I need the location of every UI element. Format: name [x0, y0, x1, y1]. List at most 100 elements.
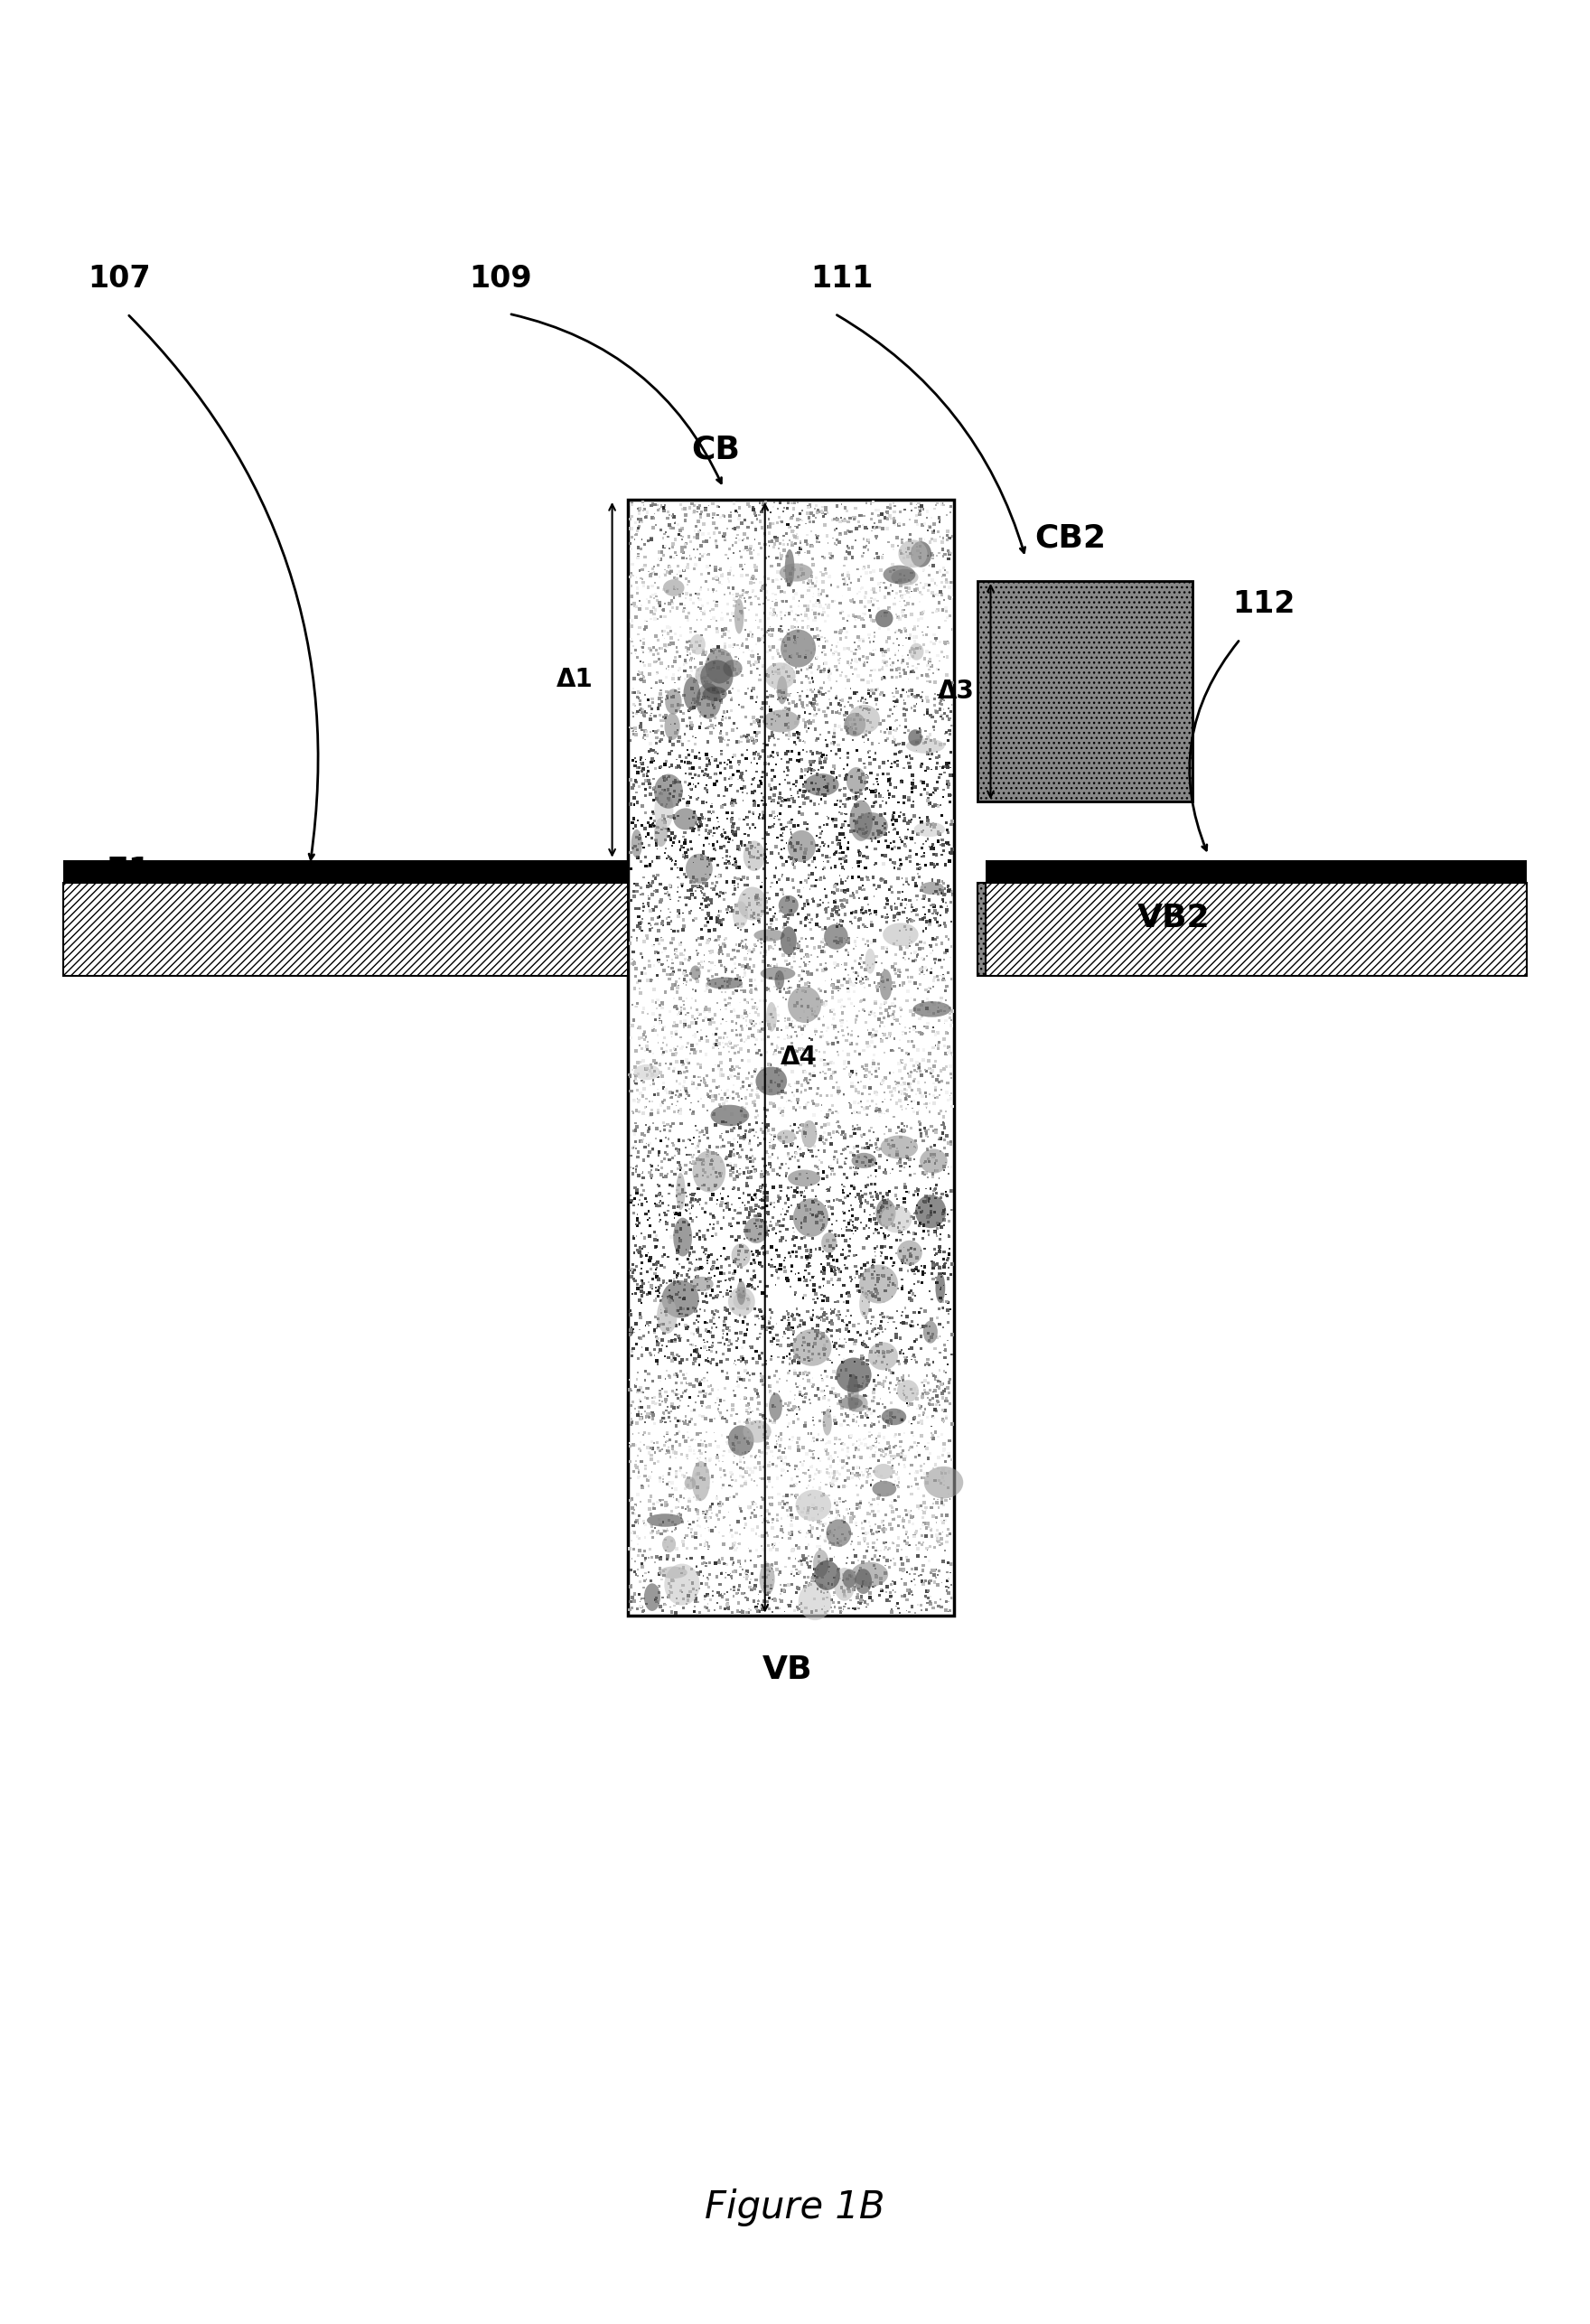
Point — [754, 813, 779, 851]
Point — [860, 1181, 886, 1218]
Point — [735, 1355, 760, 1392]
Point — [735, 1213, 760, 1250]
Point — [636, 681, 661, 718]
Point — [875, 495, 900, 532]
Point — [820, 1043, 846, 1081]
Point — [890, 1304, 916, 1341]
Point — [620, 607, 646, 644]
Point — [774, 946, 800, 983]
Point — [746, 1078, 771, 1116]
Point — [681, 1032, 706, 1069]
Point — [809, 1592, 835, 1629]
Point — [660, 951, 685, 988]
Point — [687, 927, 712, 964]
Point — [937, 535, 962, 572]
Point — [809, 1290, 835, 1327]
Point — [937, 1422, 962, 1459]
Point — [921, 1357, 946, 1394]
Point — [902, 1562, 927, 1599]
Point — [838, 1176, 863, 1213]
Point — [733, 1353, 758, 1390]
Point — [649, 904, 674, 941]
Point — [811, 1255, 836, 1292]
Point — [827, 858, 852, 895]
Point — [937, 579, 962, 616]
Point — [803, 1116, 828, 1153]
Point — [862, 509, 887, 546]
Point — [873, 1497, 898, 1534]
Point — [644, 906, 669, 944]
Point — [657, 509, 682, 546]
Point — [881, 1541, 906, 1578]
Point — [720, 1529, 746, 1566]
Point — [760, 665, 785, 702]
Point — [889, 1076, 914, 1113]
Point — [631, 1562, 657, 1599]
Point — [819, 1148, 844, 1185]
Point — [890, 1292, 916, 1329]
Point — [749, 1334, 774, 1371]
Point — [639, 1452, 665, 1490]
Point — [623, 1206, 649, 1243]
Point — [830, 1192, 855, 1229]
Point — [779, 525, 805, 562]
Point — [843, 1343, 868, 1380]
Point — [695, 1499, 720, 1536]
Point — [770, 1571, 795, 1608]
Point — [649, 683, 674, 720]
Point — [882, 1267, 908, 1304]
Point — [795, 495, 820, 532]
Point — [921, 830, 946, 867]
Point — [743, 1450, 768, 1487]
Point — [698, 595, 723, 632]
Point — [871, 1257, 897, 1294]
Point — [857, 616, 882, 653]
Point — [832, 502, 857, 539]
Point — [679, 830, 704, 867]
Point — [908, 539, 933, 576]
Point — [784, 1476, 809, 1513]
Point — [812, 860, 838, 897]
Point — [657, 1304, 682, 1341]
Point — [879, 948, 905, 985]
Point — [641, 1397, 666, 1434]
Point — [935, 988, 960, 1025]
Point — [696, 825, 722, 862]
Point — [828, 1569, 854, 1606]
Point — [768, 502, 793, 539]
Point — [814, 1432, 840, 1469]
Point — [854, 1397, 879, 1434]
Point — [685, 765, 711, 802]
Point — [898, 1246, 924, 1283]
Point — [849, 937, 874, 974]
Point — [914, 767, 940, 804]
Ellipse shape — [873, 1480, 897, 1497]
Point — [700, 1327, 725, 1364]
Point — [750, 892, 776, 930]
Point — [803, 565, 828, 602]
Point — [897, 655, 922, 693]
Point — [687, 1116, 712, 1153]
Point — [762, 1116, 787, 1153]
Point — [747, 1208, 773, 1246]
Point — [878, 1434, 903, 1471]
Point — [803, 500, 828, 537]
Point — [676, 658, 701, 695]
Point — [728, 1081, 754, 1118]
Point — [851, 1032, 876, 1069]
Point — [727, 1276, 752, 1313]
Point — [924, 483, 949, 521]
Ellipse shape — [787, 830, 816, 862]
Point — [708, 892, 733, 930]
Point — [739, 1511, 765, 1548]
Point — [798, 911, 824, 948]
Point — [631, 1043, 657, 1081]
Point — [725, 997, 750, 1034]
Point — [735, 718, 760, 755]
Point — [819, 1455, 844, 1492]
Point — [832, 751, 857, 788]
Point — [824, 918, 849, 955]
Point — [639, 555, 665, 593]
Point — [882, 702, 908, 739]
Point — [902, 1555, 927, 1592]
